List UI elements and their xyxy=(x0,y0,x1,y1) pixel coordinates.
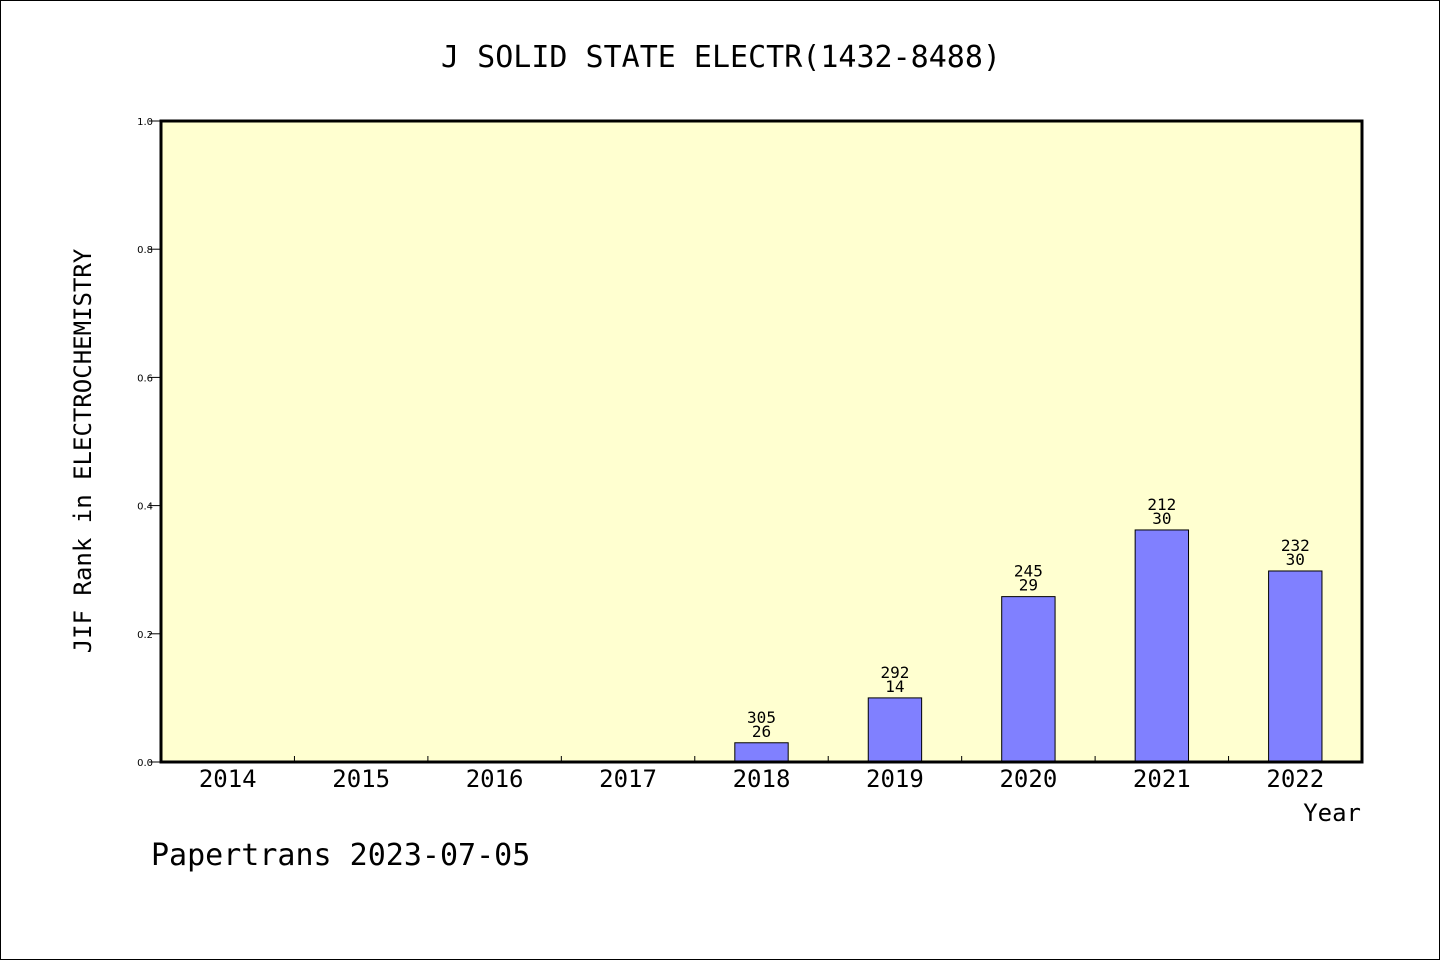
y-tick-label: 0.2 xyxy=(137,630,153,641)
data-label-total: 26 xyxy=(752,722,771,741)
bar-2020 xyxy=(1001,596,1056,763)
data-label-total: 30 xyxy=(1152,509,1171,528)
bar-2022 xyxy=(1268,570,1323,763)
axis-ticks: 2014 2015 2016 2017 2018 2019 2020 2021 2022 0.0 0… xyxy=(137,117,1324,793)
y-tick-label: 0.4 xyxy=(137,502,153,513)
x-tick-label: 2022 xyxy=(1266,765,1324,793)
y-tick-label: 0.8 xyxy=(137,245,153,256)
x-tick-label: 2017 xyxy=(599,765,657,793)
x-tick-label: 2018 xyxy=(733,765,791,793)
x-axis-label: Year xyxy=(1303,799,1361,827)
data-label-rank: 245 xyxy=(1014,562,1043,581)
bar-2021 xyxy=(1134,529,1190,763)
data-label-rank: 292 xyxy=(880,663,909,682)
data-label-rank: 305 xyxy=(747,708,776,727)
data-label-total: 30 xyxy=(1286,550,1305,569)
x-tick-label: 2019 xyxy=(866,765,924,793)
x-tick-label: 2016 xyxy=(466,765,524,793)
x-tick-label: 2021 xyxy=(1133,765,1191,793)
y-tick-label: 0.6 xyxy=(137,373,153,384)
data-label-rank: 232 xyxy=(1281,536,1310,555)
bar-2018 xyxy=(734,742,789,763)
chart-title: J SOLID STATE ELECTR(1432-8488) xyxy=(441,40,1001,75)
x-tick-label: 2020 xyxy=(999,765,1057,793)
bar-2019 xyxy=(867,697,923,763)
data-label-total: 14 xyxy=(885,677,904,696)
y-tick-label: 1.0 xyxy=(137,117,153,128)
y-tick-label: 0.0 xyxy=(137,758,153,769)
data-label-rank: 212 xyxy=(1147,495,1176,514)
x-tick-label: 2014 xyxy=(199,765,257,793)
footer-credit: Papertrans 2023-07-05 xyxy=(151,838,530,873)
plot-frame xyxy=(159,119,1364,764)
y-axis-label: JIF Rank in ELECTROCHEMISTRY xyxy=(69,248,97,653)
data-label-total: 29 xyxy=(1019,576,1038,595)
x-tick-label: 2015 xyxy=(332,765,390,793)
